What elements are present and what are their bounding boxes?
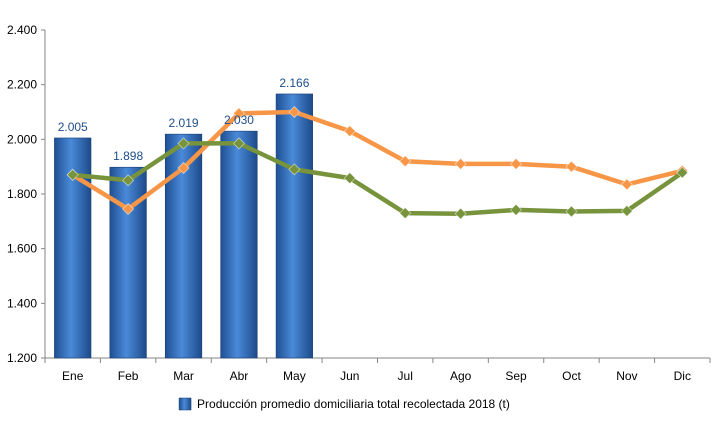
legend-label: Producción promedio domiciliaria total r…	[197, 397, 510, 411]
bar	[109, 166, 147, 359]
series-point-1	[509, 157, 523, 170]
series-point-2	[620, 204, 633, 218]
x-tick-label: Jul	[398, 369, 413, 383]
series-point-1	[565, 160, 578, 173]
series-point-1	[177, 161, 190, 175]
line-series	[66, 105, 689, 220]
bar-series	[54, 93, 313, 359]
bar-data-label: 2.005	[58, 120, 88, 134]
x-tick-label: Oct	[562, 369, 581, 383]
x-tick-label: Abr	[230, 369, 249, 383]
data-labels: 2.005 1.898 2.019 2.030 2.166	[58, 76, 310, 163]
x-tick-label: Dic	[674, 369, 691, 383]
series-point-1	[620, 178, 633, 191]
x-tick-label: Sep	[505, 369, 527, 383]
series-point-2	[343, 172, 356, 185]
y-tick-label: 1.800	[7, 187, 37, 201]
series-point-2	[454, 207, 467, 220]
series-point-2	[288, 163, 301, 176]
series-point-2	[177, 137, 190, 150]
x-tick-label: Mar	[173, 369, 194, 383]
series-point-2	[509, 203, 523, 216]
x-tick-label: Feb	[118, 369, 139, 383]
legend: Producción promedio domiciliaria total r…	[178, 397, 510, 411]
x-tick-label: May	[283, 369, 306, 383]
bar	[220, 130, 258, 359]
x-tick-label: Ago	[450, 369, 472, 383]
bar-data-label: 2.030	[224, 113, 254, 127]
series-point-2	[232, 137, 246, 150]
bar-data-label: 1.898	[113, 149, 143, 163]
y-tick-label: 1.200	[7, 351, 37, 365]
x-tick-label: Ene	[62, 369, 84, 383]
series-point-2	[122, 174, 135, 187]
series-point-2	[676, 166, 689, 179]
axes: 1.200 1.400 1.600 1.800 2.000 2.200 2.400 Ene Fe…	[7, 23, 711, 383]
x-tick-label: Jun	[340, 369, 359, 383]
series-point-1	[122, 202, 135, 216]
y-tick-label: 1.400	[7, 296, 37, 310]
y-tick-label: 2.200	[7, 78, 37, 92]
legend-swatch	[178, 397, 192, 411]
bar	[275, 93, 313, 359]
x-tick-label: Nov	[616, 369, 637, 383]
series-point-1	[454, 157, 467, 170]
bar-data-label: 2.166	[279, 76, 309, 90]
series-line-2	[70, 141, 685, 216]
series-line-1	[70, 109, 685, 212]
series-point-1	[232, 107, 246, 120]
series-point-1	[343, 125, 356, 138]
series-point-1	[399, 155, 412, 168]
series-point-1	[288, 105, 301, 119]
series-point-2	[66, 168, 79, 181]
y-tick-label: 1.600	[7, 242, 37, 256]
series-point-2	[565, 205, 578, 218]
bar-data-label: 2.019	[169, 116, 199, 130]
y-tick-label: 2.400	[7, 23, 37, 37]
y-tick-label: 2.000	[7, 132, 37, 146]
series-point-2	[399, 207, 412, 220]
